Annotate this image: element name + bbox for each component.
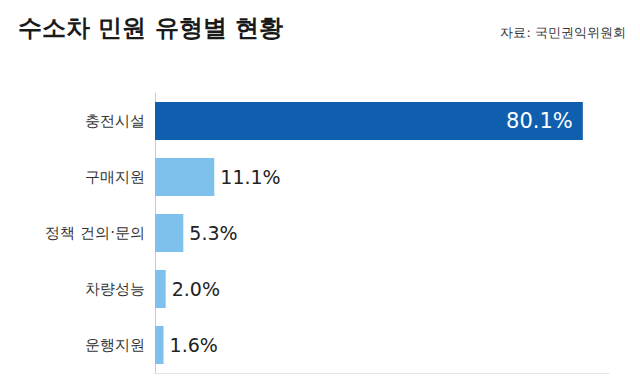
svg-text:수소차 민원 유형별 현황: 수소차 민원 유형별 현황	[18, 14, 283, 42]
svg-text:자료: 국민권익위원회: 자료: 국민권익위원회	[500, 25, 626, 40]
svg-text:5.3%: 5.3%	[189, 222, 237, 244]
svg-text:11.1%: 11.1%	[220, 166, 280, 188]
svg-text:정책 건의·문의: 정책 건의·문의	[45, 224, 145, 242]
svg-text:구매지원: 구매지원	[85, 168, 145, 186]
svg-text:80.1%: 80.1%	[506, 109, 573, 133]
svg-text:운행지원: 운행지원	[85, 336, 145, 354]
svg-text:2.0%: 2.0%	[172, 278, 220, 300]
svg-text:차량성능: 차량성능	[85, 280, 145, 298]
svg-text:충전시설: 충전시설	[85, 112, 145, 130]
svg-text:1.6%: 1.6%	[170, 334, 218, 356]
